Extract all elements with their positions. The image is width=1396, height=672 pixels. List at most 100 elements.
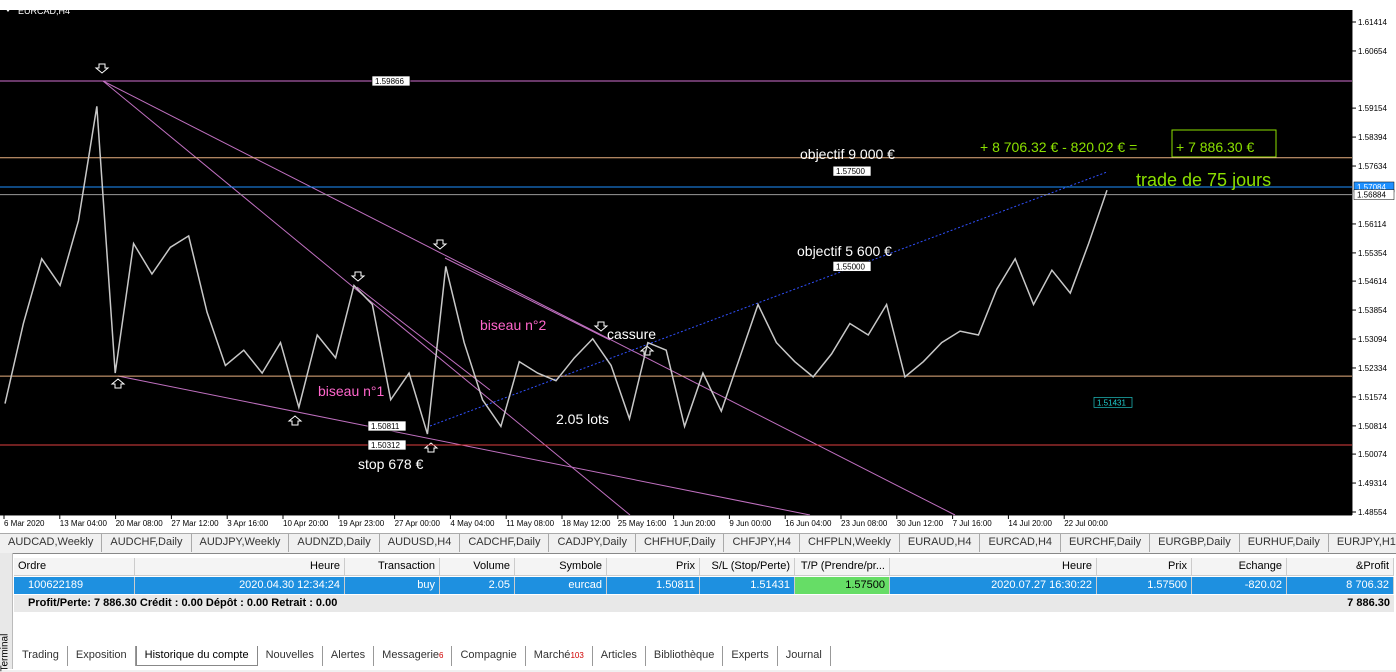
bottom-tab[interactable]: Bibliothèque — [646, 646, 724, 666]
cell: 100622189 — [14, 577, 135, 594]
bottom-tab[interactable]: Messagerie6 — [374, 646, 453, 666]
annotation: biseau n°2 — [480, 317, 547, 333]
menu-arrow[interactable] — [5, 8, 11, 12]
symbol-tab[interactable]: AUDJPY,Weekly — [192, 534, 290, 552]
annotation: + 8 706.32 € - 820.02 € = — [980, 139, 1137, 155]
header-cell: Prix — [1097, 558, 1192, 575]
trend-line — [444, 257, 611, 341]
bottom-tabs: Trading Exposition Historique du compte Nou… — [14, 646, 831, 666]
symbol-tab[interactable]: EURHUF,Daily — [1240, 534, 1329, 552]
tab-label: Historique du compte — [144, 649, 249, 661]
symbol-tab[interactable]: AUDNZD,Daily — [289, 534, 380, 552]
axis-border — [0, 515, 1352, 516]
x-tick-label: 1 Jun 20:00 — [674, 519, 716, 528]
symbol-tab[interactable]: CADCHF,Daily — [460, 534, 550, 552]
trade-line — [429, 171, 1108, 427]
y-tick-label: 1.58394 — [1358, 133, 1387, 142]
arrow — [593, 321, 609, 332]
x-tick-label: 18 May 12:00 — [562, 519, 611, 528]
header-cell: Heure — [135, 558, 345, 575]
cell: 1.57500 — [795, 577, 890, 594]
y-tick-label: 1.60654 — [1358, 47, 1387, 56]
tab-label: Trading — [22, 649, 59, 661]
x-tick-label: 14 Jul 20:00 — [1008, 519, 1052, 528]
x-tick-label: 13 Mar 04:00 — [60, 519, 108, 528]
cell: -820.02 — [1192, 577, 1287, 594]
x-tick-label: 30 Jun 12:00 — [897, 519, 944, 528]
header-cell: Symbole — [515, 558, 607, 575]
symbol-tab[interactable]: EURJPY,H1 — [1329, 534, 1396, 552]
header-cell: Echange — [1192, 558, 1287, 575]
arrow — [110, 378, 126, 389]
symbol-tab[interactable]: CHFJPY,H4 — [724, 534, 800, 552]
x-tick-label: 7 Jul 16:00 — [953, 519, 993, 528]
price-box — [832, 261, 872, 272]
table-row[interactable]: 100622189 2020.04.30 12:34:24 buy 2.05 eurca… — [14, 577, 1394, 594]
table-header: Ordre Heure Transaction Volume Symbole Prix S/… — [14, 558, 1394, 576]
bottom-tab[interactable]: Trading — [14, 646, 68, 666]
x-tick-label: 25 May 16:00 — [618, 519, 667, 528]
bottom-tab[interactable]: Marché103 — [526, 646, 593, 666]
side-label: Terminal — [0, 633, 11, 672]
symbol-tab[interactable]: AUDUSD,H4 — [380, 534, 461, 552]
y-tick-label: 1.52334 — [1358, 364, 1387, 373]
x-tick-label: 6 Mar 2020 — [4, 519, 45, 528]
y-tick-label: 1.59154 — [1358, 104, 1387, 113]
bottom-tab[interactable]: Historique du compte — [135, 646, 258, 666]
x-tick-label: 10 Apr 20:00 — [283, 519, 329, 528]
y-tick-label: 1.57634 — [1358, 162, 1387, 171]
symbol-tab[interactable]: EURCAD,H4 — [980, 534, 1062, 552]
cell: 1.57500 — [1097, 577, 1192, 594]
x-tick-label: 3 Apr 16:00 — [227, 519, 268, 528]
annotation: cassure — [607, 326, 656, 342]
bottom-tab[interactable]: Journal — [778, 646, 831, 666]
symbol-tab[interactable]: EURAUD,H4 — [900, 534, 981, 552]
tab-label: Journal — [785, 649, 822, 661]
bottom-tab[interactable]: Nouvelles — [258, 646, 323, 666]
y-tick-label: 1.54614 — [1358, 277, 1387, 286]
x-tick-label: 27 Mar 12:00 — [171, 519, 219, 528]
trend-line — [102, 80, 956, 516]
symbol-tab[interactable]: EURGBP,Daily — [1150, 534, 1240, 552]
tab-label: Exposition — [75, 649, 127, 661]
tab-label: Messagerie — [382, 649, 440, 661]
axis-price-label: 1.56884 — [1357, 191, 1386, 200]
symbol-tab[interactable]: AUDCHF,Daily — [102, 534, 192, 552]
tab-label: Nouvelles — [265, 649, 314, 661]
arrow — [432, 239, 448, 250]
price-box-label: 1.57500 — [836, 167, 865, 176]
x-tick-label: 27 Apr 00:00 — [395, 519, 441, 528]
terminal: Ordre Heure Transaction Volume Symbole Prix S/… — [0, 553, 1396, 670]
arrow — [639, 345, 655, 356]
symbol-tab[interactable]: EURCHF,Daily — [1061, 534, 1151, 552]
cell: 2.05 — [440, 577, 515, 594]
header-cell: Ordre — [14, 558, 135, 575]
header-cell: S/L (Stop/Perte) — [700, 558, 795, 575]
bottom-tab[interactable]: Compagnie — [452, 646, 526, 666]
bottom-tab[interactable]: Exposition — [68, 646, 136, 666]
symbol-tab[interactable]: CADJPY,Daily — [549, 534, 636, 552]
tab-label: Alertes — [330, 649, 366, 661]
symbol-tabs: AUDCAD,Weekly AUDCHF,Daily AUDJPY,Weekly AU… — [0, 533, 1396, 552]
symbol-tab[interactable]: CHFPLN,Weekly — [800, 534, 900, 552]
annotation: 2.05 lots — [556, 411, 609, 427]
bottom-tab[interactable]: Experts — [723, 646, 778, 666]
symbol-tab[interactable]: CHFHUF,Daily — [636, 534, 725, 552]
axis-price-box — [1353, 189, 1395, 200]
axis-border — [1352, 10, 1353, 515]
x-tick-label: 20 Mar 08:00 — [116, 519, 164, 528]
tab-label: Articles — [600, 649, 637, 661]
annotation: objectif 5 600 € — [797, 243, 892, 259]
tab-badge: 6 — [439, 651, 444, 660]
y-tick-label: 1.49314 — [1358, 479, 1387, 488]
cell: eurcad — [515, 577, 607, 594]
cell: 2020.04.30 12:34:24 — [135, 577, 345, 594]
price-box — [1093, 397, 1133, 408]
bottom-tab[interactable]: Alertes — [323, 646, 375, 666]
bottom-tab[interactable]: Articles — [593, 646, 646, 666]
annotation: trade de 75 jours — [1136, 170, 1271, 190]
annotation: + 7 886.30 € — [1176, 139, 1254, 155]
annotation: biseau n°1 — [318, 383, 385, 399]
price-box-label: 1.50811 — [371, 422, 400, 431]
symbol-tab[interactable]: AUDCAD,Weekly — [0, 534, 103, 552]
